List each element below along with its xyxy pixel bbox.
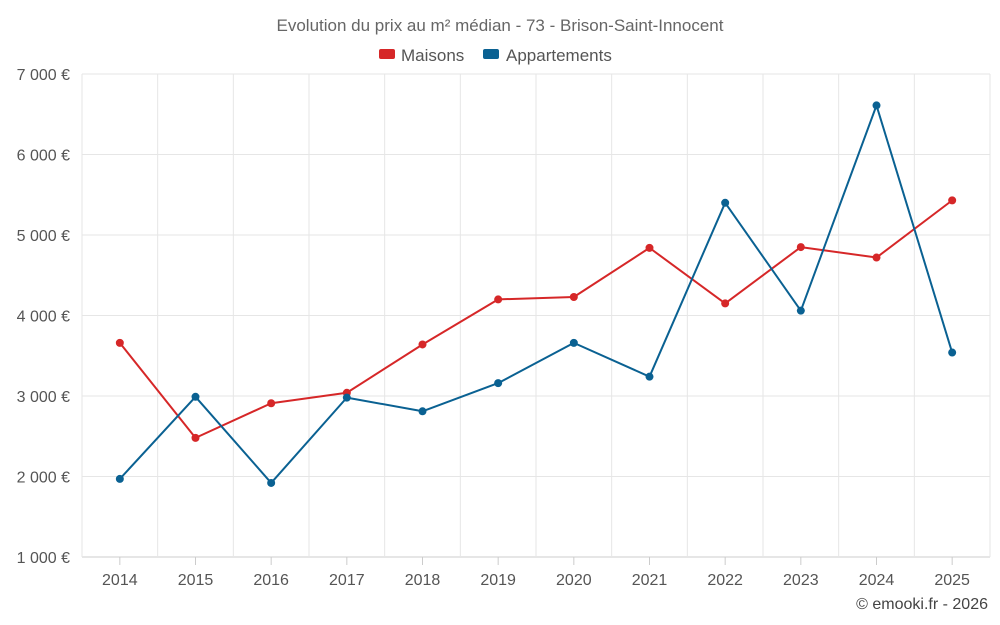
- data-point-appartements[interactable]: [342, 393, 351, 402]
- data-point-appartements[interactable]: [948, 348, 957, 357]
- chart-title: Evolution du prix au m² médian - 73 - Br…: [277, 16, 724, 35]
- legend[interactable]: Maisons Appartements: [379, 46, 612, 65]
- y-tick-label: 5 000 €: [17, 228, 70, 245]
- data-point-maisons[interactable]: [569, 292, 578, 301]
- legend-swatch-appartements: [483, 49, 499, 59]
- data-point-appartements[interactable]: [721, 198, 730, 207]
- series-line-maisons: [119, 199, 953, 439]
- data-point-appartements[interactable]: [191, 392, 200, 401]
- x-tick-label: 2014: [102, 572, 138, 589]
- y-tick-label: 6 000 €: [17, 148, 70, 165]
- y-tick-label: 7 000 €: [17, 67, 70, 84]
- data-point-maisons[interactable]: [721, 299, 730, 308]
- x-tick-label: 2025: [934, 572, 970, 589]
- data-point-maisons[interactable]: [267, 399, 276, 408]
- data-point-maisons[interactable]: [191, 433, 200, 442]
- x-tick-label: 2015: [178, 572, 214, 589]
- data-point-appartements[interactable]: [267, 478, 276, 487]
- x-tick-label: 2020: [556, 572, 592, 589]
- data-point-maisons[interactable]: [494, 295, 503, 304]
- legend-label-maisons: Maisons: [401, 46, 464, 65]
- axes: 1 000 € 2 000 € 3 000 € 4 000 € 5 000 € 6 000…: [17, 67, 970, 589]
- data-point-maisons[interactable]: [418, 340, 427, 349]
- data-point-appartements[interactable]: [494, 379, 503, 388]
- grid: [81, 73, 991, 558]
- series-appartements: [115, 101, 957, 487]
- series-maisons: [115, 196, 957, 442]
- data-point-appartements[interactable]: [418, 407, 427, 416]
- legend-item-maisons[interactable]: Maisons: [379, 46, 464, 65]
- legend-swatch-maisons: [379, 49, 395, 59]
- x-tick-label: 2023: [783, 572, 819, 589]
- y-tick-label: 4 000 €: [17, 309, 70, 326]
- x-tick-label: 2017: [329, 572, 365, 589]
- legend-item-appartements[interactable]: Appartements: [483, 46, 612, 65]
- data-point-appartements[interactable]: [645, 372, 654, 381]
- data-point-maisons[interactable]: [796, 243, 805, 252]
- data-point-appartements[interactable]: [872, 101, 881, 110]
- x-tick-label: 2018: [405, 572, 441, 589]
- data-point-maisons[interactable]: [115, 338, 124, 347]
- series-line-appartements: [119, 104, 954, 484]
- x-tick-label: 2019: [480, 572, 516, 589]
- x-tick-label: 2024: [859, 572, 895, 589]
- y-tick-label: 2 000 €: [17, 470, 70, 487]
- data-point-maisons[interactable]: [872, 253, 881, 262]
- data-point-maisons[interactable]: [948, 196, 957, 205]
- y-tick-label: 1 000 €: [17, 550, 70, 567]
- data-point-appartements[interactable]: [796, 306, 805, 315]
- credit-text: © emooki.fr - 2026: [856, 596, 988, 613]
- series: [115, 101, 957, 487]
- legend-label-appartements: Appartements: [506, 46, 612, 65]
- data-point-appartements[interactable]: [115, 474, 124, 483]
- x-tick-label: 2021: [632, 572, 668, 589]
- data-point-appartements[interactable]: [569, 338, 578, 347]
- data-point-maisons[interactable]: [645, 243, 654, 252]
- y-tick-label: 3 000 €: [17, 389, 70, 406]
- x-tick-label: 2016: [253, 572, 289, 589]
- x-tick-label: 2022: [707, 572, 743, 589]
